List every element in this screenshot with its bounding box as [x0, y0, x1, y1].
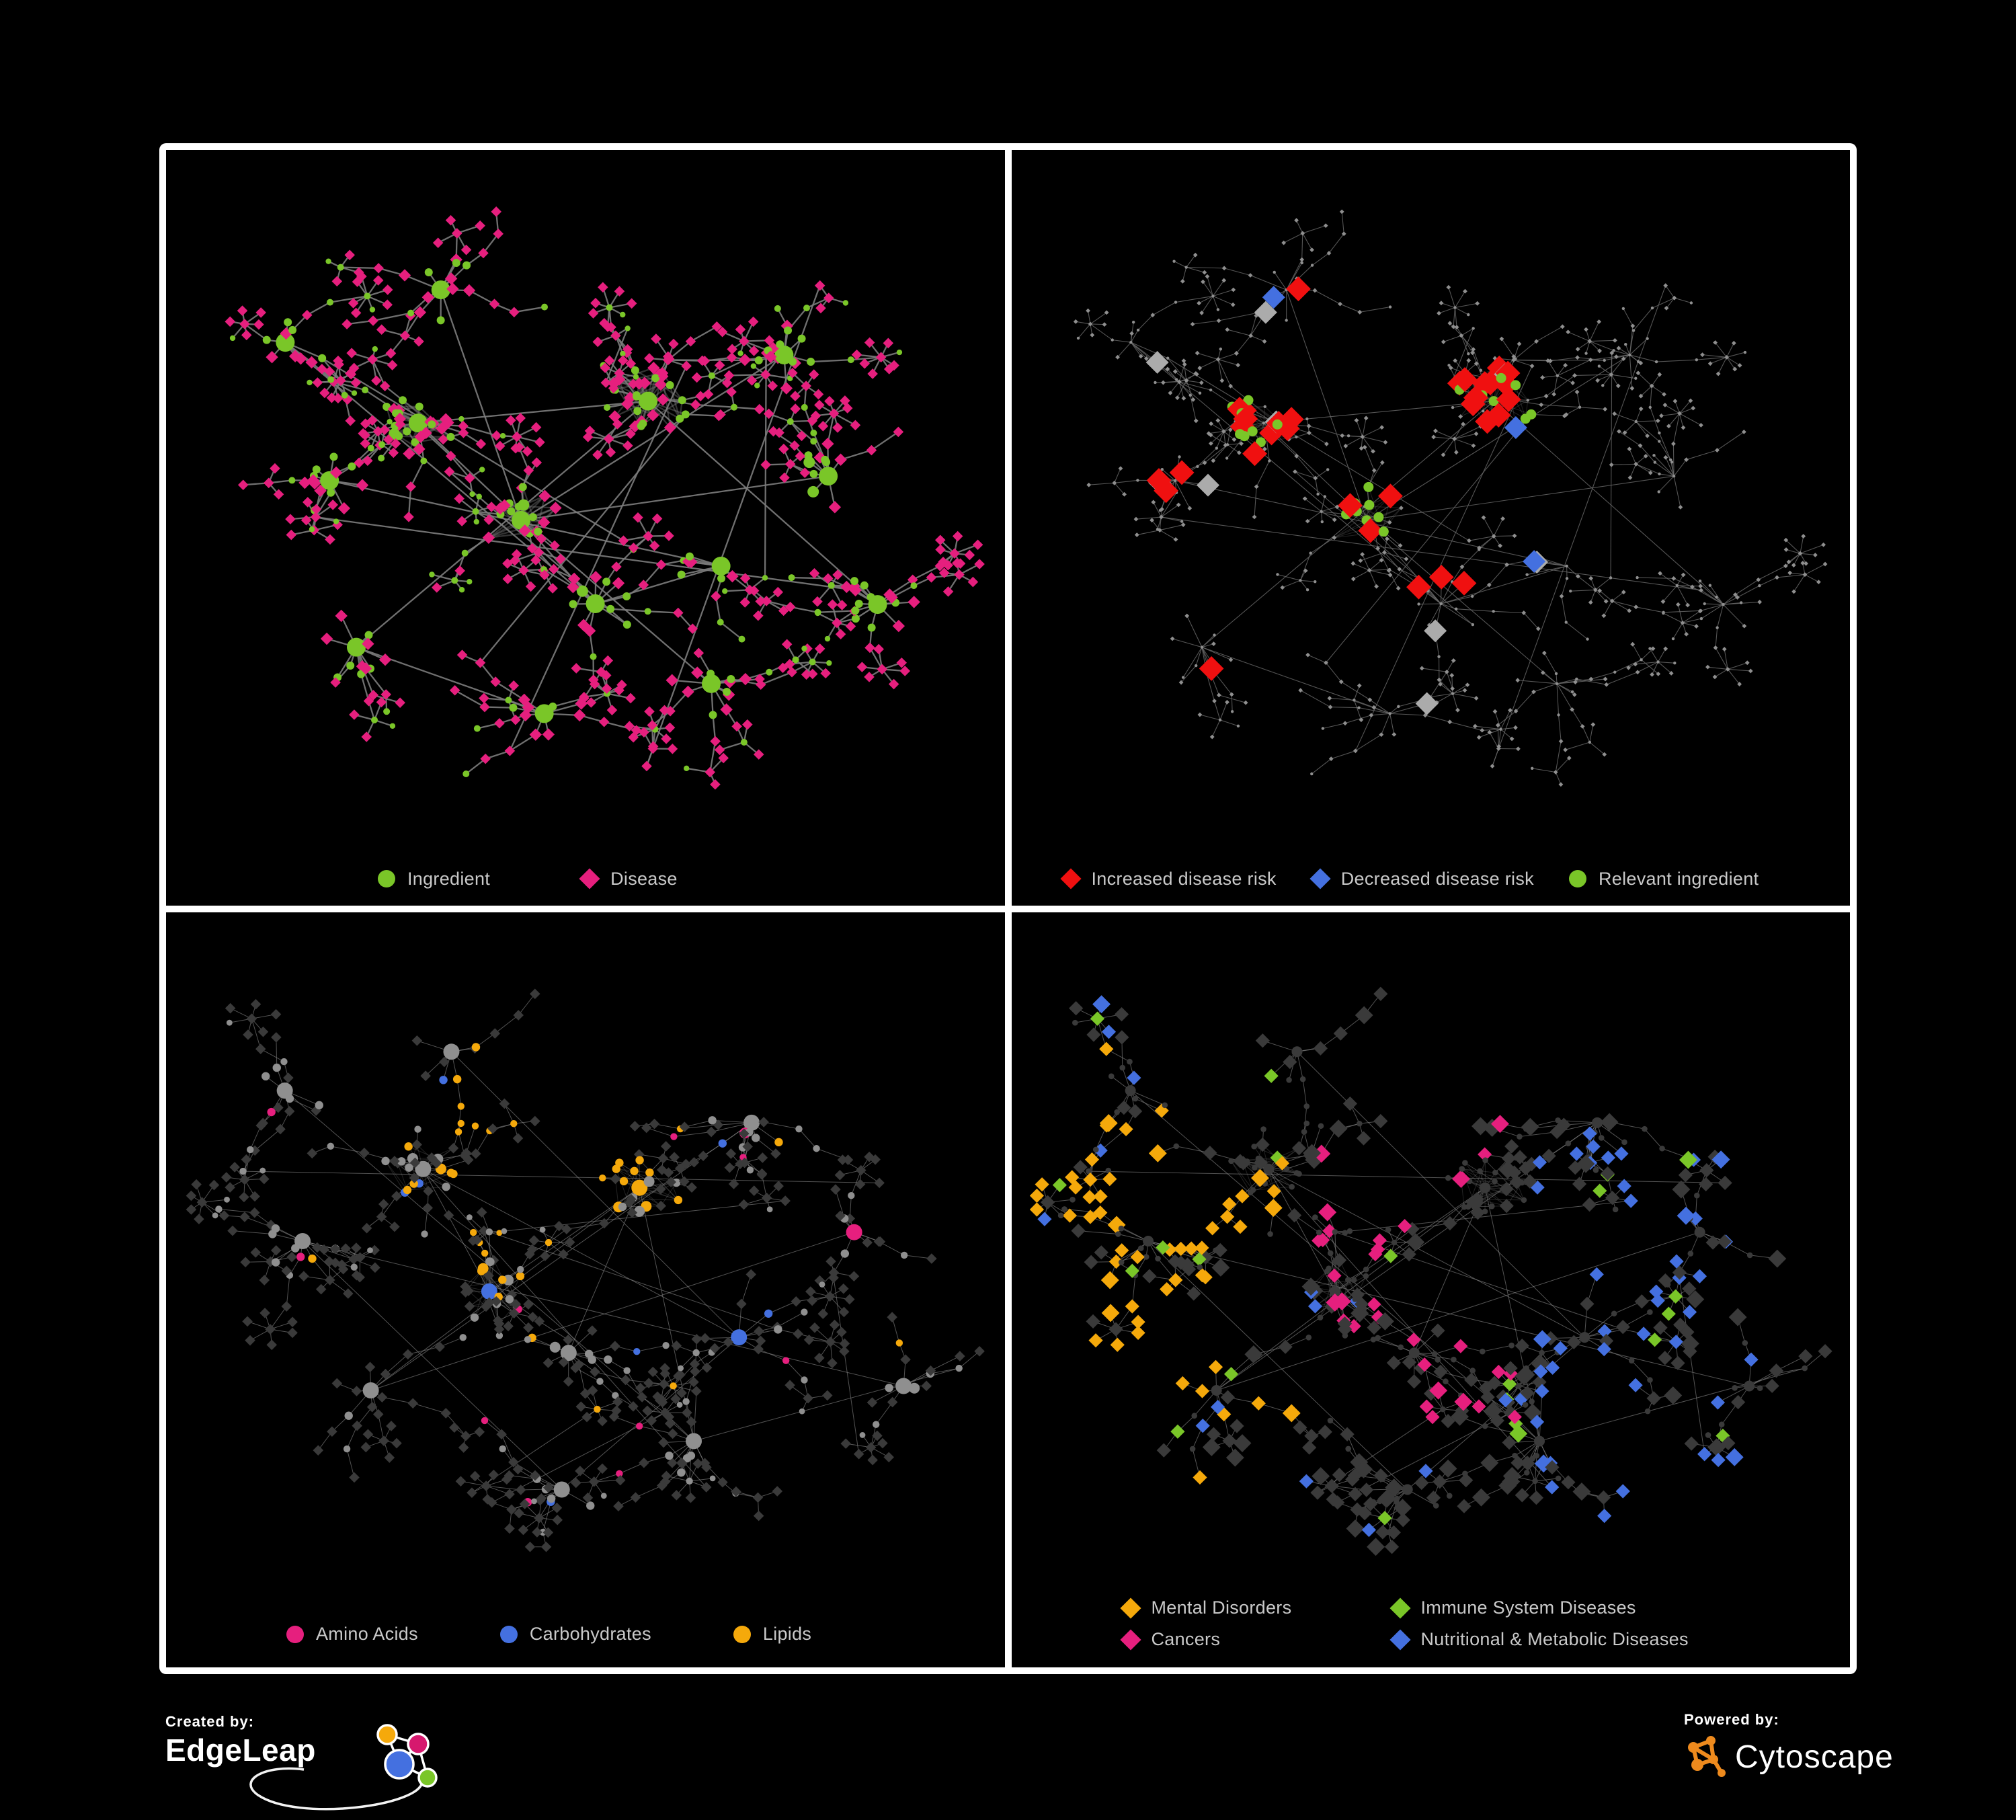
legend-nutrient-classes: Amino Acids Carbohydrates Lipids — [286, 1624, 811, 1645]
disease-categories-network — [1029, 986, 1832, 1556]
legend-label: Mental Disorders — [1151, 1597, 1292, 1618]
legend-item: Mental Disorders — [1119, 1597, 1392, 1619]
legend-swatch-circle — [1568, 870, 1586, 887]
legend-label: Disease — [610, 868, 678, 889]
cytoscape-logo-icon — [1688, 1736, 1726, 1777]
edgeleap-wordmark: EdgeLeap — [165, 1733, 316, 1768]
nutrient-classes-network — [186, 988, 985, 1552]
legend-swatch-circle — [499, 1625, 518, 1643]
panel-nutrient-classes: Amino Acids Carbohydrates Lipids — [166, 912, 1005, 1667]
doodle-green-node — [417, 1768, 438, 1788]
legend-swatch-circle — [286, 1625, 304, 1643]
powered-by-label: Powered by: — [1684, 1711, 1779, 1728]
legend-label: Increased disease risk — [1091, 868, 1277, 889]
legend-item: Lipids — [733, 1624, 811, 1645]
legend-item: Nutritional & Metabolic Diseases — [1389, 1628, 1689, 1651]
legend-swatch-circle — [733, 1625, 751, 1643]
legend-disease-risk: Increased disease risk Decreased disease … — [1059, 868, 1759, 889]
legend-label: Lipids — [762, 1624, 812, 1644]
edgeleap-logo-icon — [249, 1724, 438, 1811]
panel-ingredient-disease: Ingredient Disease — [166, 150, 1005, 906]
legend-label: Cancers — [1151, 1629, 1221, 1649]
legend-item: Disease — [579, 868, 678, 889]
legend-swatch-diamond — [1389, 1628, 1411, 1651]
legend-item: Decreased disease risk — [1309, 868, 1534, 889]
legend-ingredient-disease: Ingredient Disease — [378, 868, 678, 889]
legend-disease-categories: Mental Disorders Immune System Diseases Ca… — [1119, 1597, 1689, 1651]
legend-item: Ingredient — [378, 869, 490, 889]
legend-item: Relevant ingredient — [1568, 868, 1759, 889]
legend-label: Carbohydrates — [529, 1624, 651, 1644]
legend-swatch-diamond — [1059, 868, 1082, 889]
edgeleap-credit: Created by: EdgeLeap — [165, 1713, 488, 1814]
doodle-yellow-node — [376, 1724, 398, 1745]
legend-label: Nutritional & Metabolic Diseases — [1420, 1629, 1689, 1649]
disease-risk-network — [1073, 209, 1827, 787]
legend-item: Cancers — [1119, 1628, 1392, 1651]
cytoscape-credit: Powered by: Cytoscape — [1684, 1711, 1894, 1781]
legend-item: Immune System Diseases — [1389, 1597, 1689, 1619]
created-by-label: Created by: — [165, 1713, 255, 1730]
legend-swatch-diamond — [1119, 1628, 1141, 1651]
network-grid-frame: Ingredient Disease Increased disease risk… — [159, 143, 1857, 1674]
legend-swatch-circle — [378, 870, 395, 887]
ingredient-disease-network — [225, 206, 985, 790]
doodle-blue-node — [384, 1749, 415, 1780]
panel-disease-categories: Mental Disorders Immune System Diseases Ca… — [1011, 912, 1850, 1667]
doodle-magenta-node — [407, 1733, 430, 1755]
legend-item: Increased disease risk — [1059, 868, 1277, 889]
cytoscape-wordmark: Cytoscape — [1735, 1739, 1894, 1775]
legend-label: Immune System Diseases — [1420, 1597, 1636, 1618]
legend-label: Ingredient — [407, 868, 491, 889]
legend-label: Decreased disease risk — [1340, 868, 1534, 889]
legend-label: Relevant ingredient — [1598, 868, 1759, 889]
legend-swatch-diamond — [579, 868, 600, 889]
legend-swatch-diamond — [1389, 1597, 1411, 1619]
legend-label: Amino Acids — [316, 1624, 418, 1644]
panel-disease-risk: Increased disease risk Decreased disease … — [1011, 150, 1850, 906]
legend-item: Amino Acids — [286, 1624, 418, 1645]
legend-swatch-diamond — [1119, 1597, 1141, 1619]
legend-swatch-diamond — [1309, 868, 1331, 889]
legend-item: Carbohydrates — [499, 1624, 651, 1645]
